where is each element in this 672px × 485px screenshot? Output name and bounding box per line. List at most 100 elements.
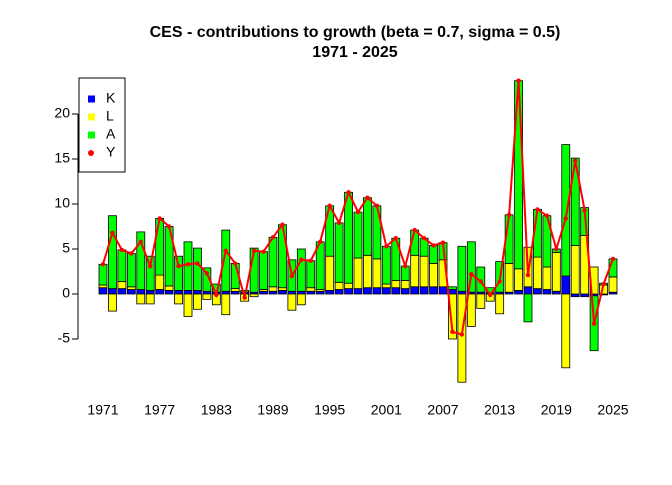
bar xyxy=(353,288,363,295)
point xyxy=(582,208,587,213)
bar xyxy=(296,293,306,306)
bar xyxy=(353,257,363,290)
y-tick-label: 20 xyxy=(54,105,70,121)
legend-marker xyxy=(88,95,95,103)
bar xyxy=(448,286,457,290)
bar xyxy=(334,222,344,283)
bar xyxy=(561,275,571,295)
point xyxy=(129,251,134,256)
point xyxy=(544,213,550,218)
bar xyxy=(136,289,146,295)
point xyxy=(610,256,616,262)
point xyxy=(393,236,398,241)
point xyxy=(308,258,313,263)
bar xyxy=(504,262,514,293)
bar xyxy=(174,289,183,295)
bar xyxy=(306,290,316,295)
plot-area xyxy=(98,78,618,383)
point xyxy=(176,263,181,269)
y-tick-label: 15 xyxy=(54,150,70,166)
bar xyxy=(448,289,457,295)
legend-label: Y xyxy=(106,144,116,160)
chart-subtitle: 1971 - 2025 xyxy=(312,44,398,61)
point xyxy=(261,249,266,254)
point xyxy=(516,78,521,83)
point xyxy=(110,230,115,235)
bar xyxy=(457,290,467,295)
bar xyxy=(363,254,372,289)
bar xyxy=(381,283,391,289)
legend-label: K xyxy=(106,90,116,106)
bar xyxy=(145,289,155,295)
bar xyxy=(400,280,410,290)
bar xyxy=(533,288,542,295)
point xyxy=(573,158,578,163)
bar xyxy=(108,288,117,295)
bar xyxy=(466,241,476,293)
bar xyxy=(334,289,344,295)
x-tick-label: 2007 xyxy=(427,402,458,418)
bar xyxy=(230,290,240,295)
bar xyxy=(278,289,287,295)
point xyxy=(355,209,361,215)
point xyxy=(563,216,568,221)
bar xyxy=(315,290,325,295)
bar xyxy=(381,245,391,285)
bar xyxy=(145,255,155,291)
bar xyxy=(278,287,287,291)
bar xyxy=(108,293,117,312)
bar xyxy=(570,293,580,298)
point xyxy=(289,273,295,279)
bar xyxy=(429,244,438,264)
point xyxy=(138,239,143,244)
point xyxy=(488,292,493,298)
bar xyxy=(372,258,382,289)
x-tick-label: 2001 xyxy=(371,402,402,418)
point xyxy=(374,203,380,208)
legend-label: A xyxy=(106,126,116,142)
bar xyxy=(136,293,146,305)
bar xyxy=(561,293,571,369)
bar xyxy=(353,211,363,259)
bar xyxy=(296,290,306,295)
bar xyxy=(344,282,353,290)
bar xyxy=(136,231,146,290)
bar xyxy=(580,293,590,298)
x-tick-label: 2013 xyxy=(484,402,515,418)
point xyxy=(148,263,153,269)
bar xyxy=(278,224,287,289)
bar xyxy=(202,290,212,295)
point xyxy=(535,207,540,212)
bar xyxy=(240,289,250,293)
bar xyxy=(551,290,561,295)
bar xyxy=(561,144,571,277)
bar xyxy=(126,253,136,288)
bar xyxy=(193,247,202,291)
point xyxy=(318,239,323,244)
bar xyxy=(249,293,259,298)
bar xyxy=(514,268,523,291)
bar xyxy=(410,254,420,288)
bar xyxy=(193,289,202,295)
bar xyxy=(542,289,552,295)
bar xyxy=(126,289,136,295)
point xyxy=(478,279,483,284)
bar xyxy=(98,284,108,289)
bar xyxy=(221,290,231,295)
bar xyxy=(202,293,212,300)
bar xyxy=(98,263,108,286)
point xyxy=(421,236,427,241)
legend-label: L xyxy=(106,108,114,124)
bar xyxy=(155,217,165,276)
bar xyxy=(306,287,316,292)
point xyxy=(469,272,474,277)
point xyxy=(166,224,172,229)
bar xyxy=(306,260,316,289)
point xyxy=(440,240,446,245)
bar xyxy=(542,266,552,290)
bar xyxy=(117,249,127,282)
bar xyxy=(117,288,127,295)
bar xyxy=(570,244,580,295)
